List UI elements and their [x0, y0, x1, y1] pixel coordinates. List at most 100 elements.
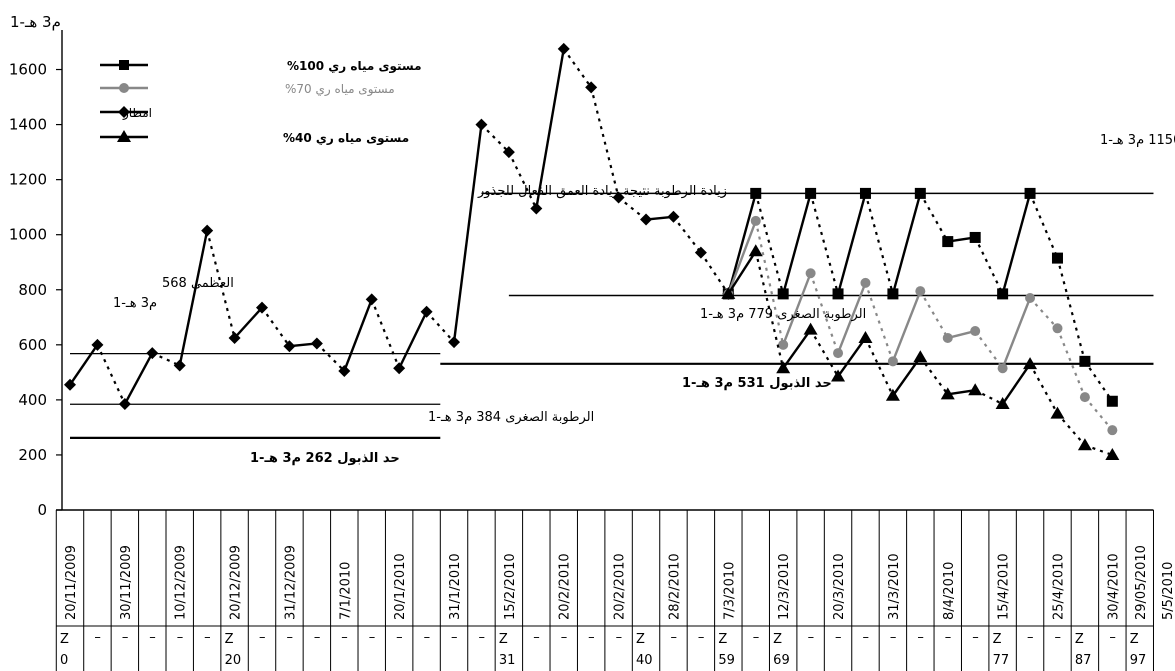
falling-segment [590, 87, 620, 198]
rising-segment [836, 193, 867, 295]
z-label: Z [773, 632, 782, 647]
triangle-marker [995, 397, 1010, 410]
square-marker-icon [119, 60, 129, 70]
rising-segment [123, 352, 154, 405]
z-dash-label: – [533, 630, 540, 645]
square-marker [859, 187, 871, 199]
z-dash-label: – [204, 630, 211, 645]
z-value-label: 0 [60, 653, 68, 668]
x-tick-label: 20/11/2009 [64, 545, 79, 620]
z-dash-label: – [122, 630, 129, 645]
y-tick-label: 200 [18, 446, 47, 464]
square-marker [1024, 187, 1036, 199]
diamond-marker [420, 305, 433, 318]
x-tick-label: 25/4/2010 [1051, 553, 1066, 620]
z-dash-label: – [616, 630, 623, 645]
diamond-marker [502, 146, 515, 159]
y-tick-label: 800 [18, 281, 47, 299]
y-tick-label: 1200 [9, 171, 47, 189]
z-dash-label: – [424, 630, 431, 645]
z-dash-label: – [286, 630, 293, 645]
square-marker [832, 288, 844, 300]
z-dash-label: – [561, 630, 568, 645]
diamond-marker [667, 210, 680, 223]
annotation-min-moisture-2: الرطوبة الصغرى 779 م3 هـ-1 [700, 307, 866, 322]
z-dash-label: – [698, 630, 705, 645]
circle-marker [915, 286, 926, 297]
grid [55, 510, 1154, 671]
rising-segment [727, 220, 757, 295]
z-dash-label: – [670, 630, 677, 645]
z-dash-label: – [835, 630, 842, 645]
rising-segment [398, 311, 428, 369]
falling-segment [1029, 192, 1059, 259]
rising-segment [891, 356, 922, 397]
triangle-marker [776, 361, 791, 374]
z-dash-label: – [972, 630, 979, 645]
y-unit-label: م3 هـ-1 [10, 13, 61, 31]
y-tick-label: 600 [18, 336, 47, 354]
diamond-marker [475, 118, 488, 131]
z-dash-label: – [314, 630, 321, 645]
square-marker [1106, 395, 1118, 407]
x-tick-label: 28/2/2010 [667, 553, 682, 620]
falling-segment [1029, 297, 1059, 330]
x-tick-label: 10/12/2009 [174, 545, 189, 620]
legend-label-100: مستوى مياه ري 100% [287, 59, 422, 74]
falling-segment [617, 196, 647, 221]
x-tick-label: 20/2/2010 [613, 553, 628, 620]
z-label: Z [60, 632, 69, 647]
y-tick-label: 400 [18, 391, 47, 409]
z-value-label: 59 [718, 653, 735, 668]
z-label: Z [1130, 632, 1139, 647]
annotation-wilting-1: حد الذبول 262 م3 هـ-1 [250, 451, 400, 466]
x-tick-label: 20/3/2010 [832, 553, 847, 620]
z-label: Z [1075, 632, 1084, 647]
circle-marker [860, 277, 871, 288]
circle-marker [942, 332, 953, 343]
diamond-marker [173, 359, 186, 372]
z-dash-label: – [862, 630, 869, 645]
triangle-marker [1050, 406, 1065, 419]
rising-segment [1001, 193, 1032, 295]
x-tick-label: 31/1/2010 [448, 553, 463, 620]
falling-segment [919, 192, 949, 243]
x-tick-label: 20/2/2010 [558, 553, 573, 620]
falling-segment [864, 193, 894, 295]
diamond-marker [91, 338, 104, 351]
z-dash-label: – [1054, 630, 1061, 645]
triangle-marker [721, 286, 736, 299]
diamond-marker [64, 378, 76, 391]
z-value-label: 87 [1075, 653, 1092, 668]
diamond-marker-icon [118, 106, 130, 118]
series-circle [723, 215, 1118, 436]
circle-marker [887, 356, 898, 367]
triangle-marker [748, 244, 763, 257]
square-marker [777, 288, 789, 300]
rising-segment [727, 250, 757, 295]
falling-segment [864, 282, 894, 362]
triangle-marker [831, 369, 846, 382]
falling-segment [809, 193, 840, 295]
square-marker [914, 187, 926, 199]
triangle-marker [885, 388, 900, 401]
annotation-min-moisture-1: الرطوبة الصغرى 384 م3 هـ-1 [428, 410, 594, 425]
z-value-label: 69 [773, 653, 790, 668]
triangle-marker [1077, 438, 1092, 451]
falling-segment [919, 290, 949, 339]
legend-item-70: مستوى مياه ري 70% [100, 82, 395, 97]
x-tick-label: 7/3/2010 [722, 562, 737, 620]
falling-segment [1056, 412, 1086, 447]
z-value-label: 97 [1130, 653, 1147, 668]
falling-segment [754, 193, 785, 295]
rising-segment [837, 337, 867, 378]
z-dash-label: – [588, 630, 595, 645]
z-dash-label: – [1027, 630, 1034, 645]
falling-segment [1084, 360, 1114, 402]
legend-label-rain: امطار [122, 106, 152, 121]
falling-segment [316, 342, 346, 372]
annotation-max-moisture-1: العظمى 568 [162, 276, 234, 291]
falling-segment [809, 272, 840, 354]
rising-segment [452, 124, 483, 343]
